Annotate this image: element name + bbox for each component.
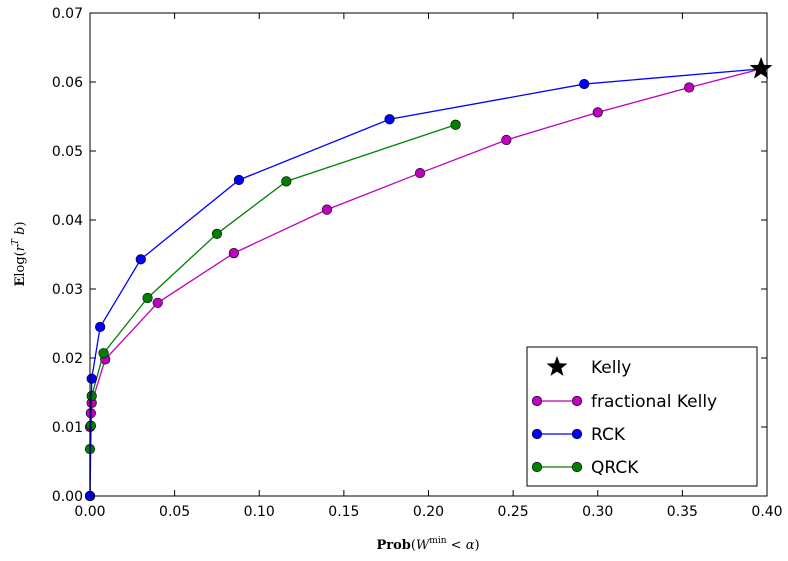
data-point — [135, 254, 146, 265]
data-point — [228, 248, 239, 259]
data-point — [579, 78, 590, 90]
y-tick-label: 0.05 — [52, 144, 83, 160]
series-line — [89, 68, 762, 497]
plot-frame — [89, 12, 768, 497]
x-tick-label: 0.40 — [751, 504, 782, 520]
data-point — [384, 114, 395, 125]
legend-item: RCK — [531, 425, 626, 445]
x-tick-label: 0.10 — [244, 504, 275, 520]
data-point — [450, 119, 461, 130]
x-tick-label: 0.15 — [328, 504, 359, 520]
y-tick-label: 0.01 — [52, 420, 83, 436]
y-tick-label: 0.02 — [52, 351, 83, 367]
data-point — [233, 174, 245, 186]
legend-label: fractional Kelly — [591, 392, 717, 412]
legend-marker — [571, 428, 583, 440]
legend-marker — [531, 395, 543, 407]
y-tick-label: 0.07 — [52, 6, 83, 22]
y-tick-label: 0.00 — [52, 489, 83, 505]
data-point — [684, 82, 695, 93]
data-point — [152, 297, 163, 308]
legend: Kelly fractional Kelly RCK QRCK — [526, 346, 758, 487]
x-axis-label: Prob(Wmin < α) — [376, 536, 479, 553]
legend-marker — [571, 461, 583, 473]
data-point — [592, 107, 603, 118]
data-point — [501, 134, 512, 146]
legend-star-marker — [546, 356, 568, 376]
x-tick-label: 0.30 — [582, 504, 613, 520]
y-axis-label: Elog(rT b) — [11, 221, 28, 286]
legend-item: Kelly — [546, 356, 631, 378]
y-tick-label: 0.06 — [52, 75, 83, 91]
series-layer — [84, 56, 773, 502]
data-point — [86, 373, 97, 384]
y-tick-label: 0.03 — [52, 282, 83, 298]
series-rck — [84, 63, 767, 502]
data-point — [211, 228, 223, 239]
data-point — [281, 176, 292, 187]
x-tick-label: 0.25 — [498, 504, 529, 520]
data-point — [414, 167, 426, 179]
legend-marker — [531, 461, 543, 473]
legend-item: QRCK — [531, 458, 639, 478]
x-axis-ticks: 0.00 0.05 0.10 0.15 0.20 0.25 0.30 0.35 0.40 — [74, 13, 783, 520]
data-point — [321, 204, 333, 215]
x-tick-label: 0.20 — [413, 504, 444, 520]
legend-marker — [531, 428, 543, 440]
data-point — [98, 348, 109, 359]
series-kelly — [749, 56, 773, 79]
legend-label: Kelly — [591, 358, 631, 378]
x-tick-label: 0.35 — [667, 504, 698, 520]
legend-box — [526, 346, 758, 487]
y-axis-ticks: 0.00 0.01 0.02 0.03 0.04 0.05 0.06 0.07 — [52, 6, 767, 505]
legend-label: QRCK — [591, 458, 639, 478]
kelly-star-point — [749, 56, 773, 79]
data-point — [95, 321, 106, 333]
legend-label: RCK — [591, 425, 626, 445]
legend-item: fractional Kelly — [531, 392, 717, 412]
x-tick-label: 0.05 — [159, 504, 190, 520]
data-point — [142, 292, 153, 304]
y-tick-label: 0.04 — [52, 213, 83, 229]
legend-marker — [571, 395, 583, 407]
x-tick-label: 0.00 — [74, 504, 105, 520]
